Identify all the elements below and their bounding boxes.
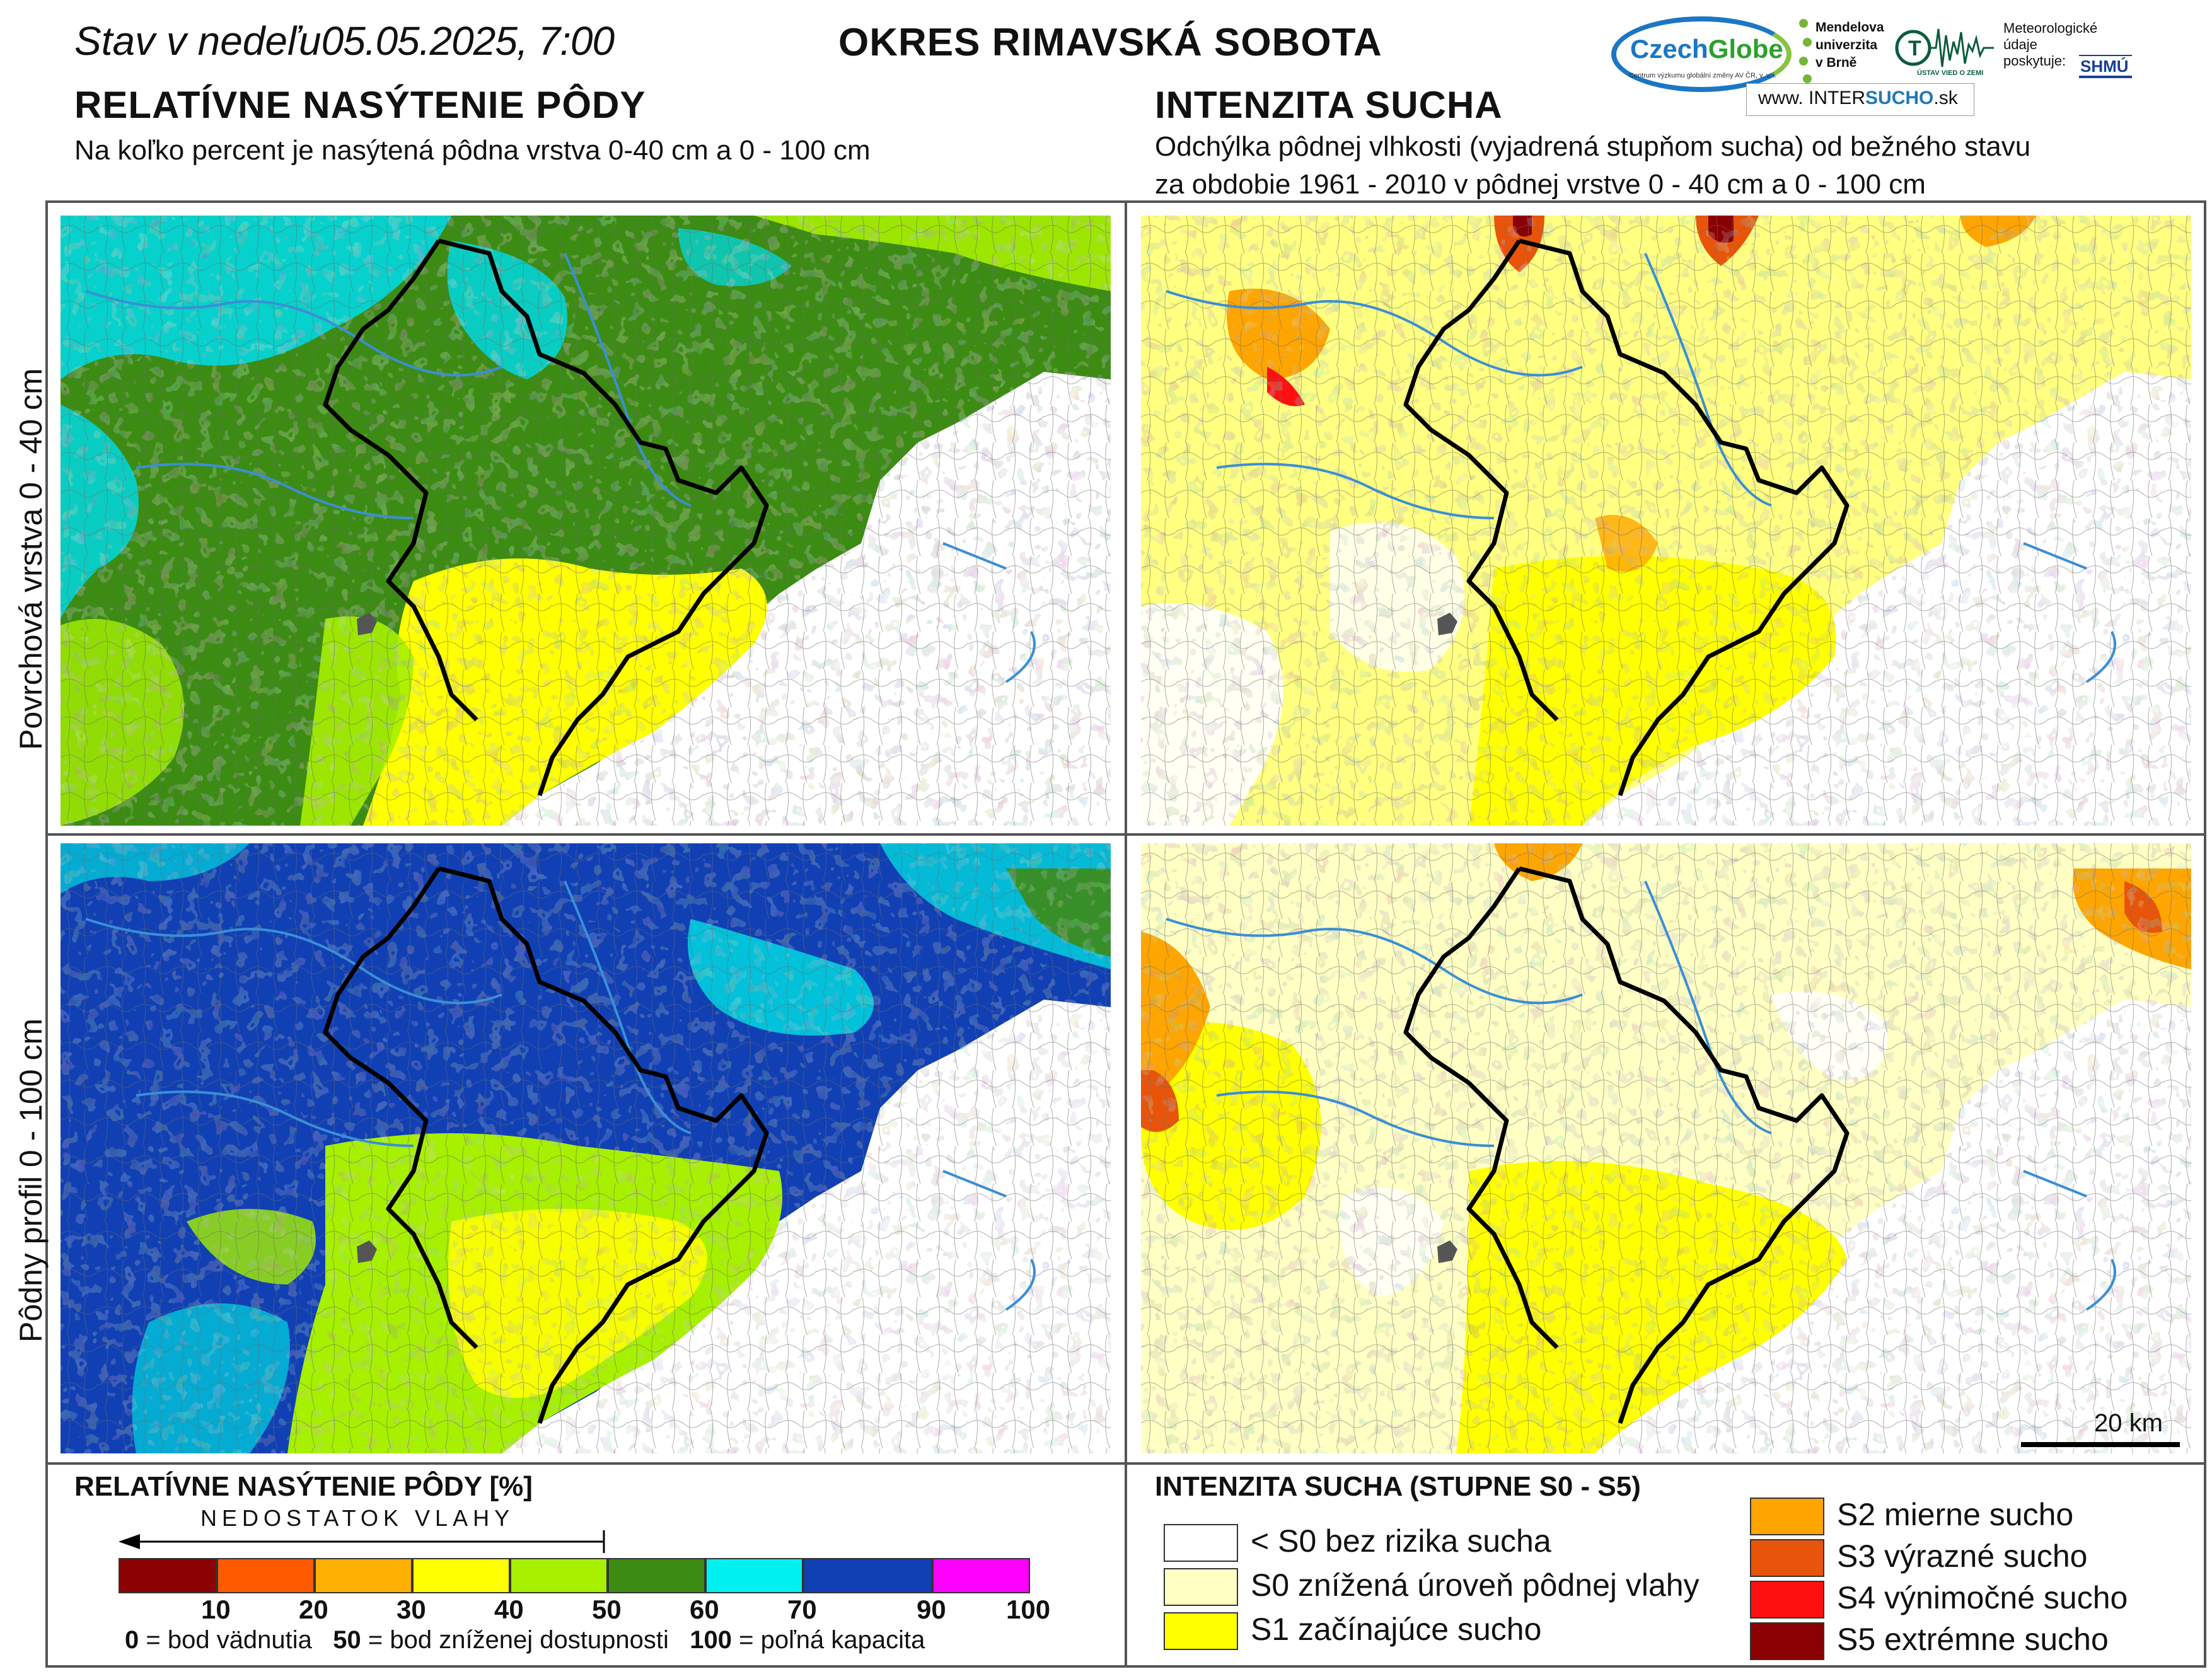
drought-legend-label: S3 výrazné sucho — [1837, 1538, 2088, 1574]
saturation-legend-title: RELATÍVNE NASÝTENIE PÔDY [%] — [74, 1471, 533, 1502]
colorbar-cell — [315, 1558, 412, 1593]
map-drought-0-100 — [1141, 843, 2191, 1453]
drought-legend-title: INTENZITA SUCHA (STUPNE S0 - S5) — [1155, 1471, 1641, 1502]
drought-legend-label: < S0 bez rizika sucha — [1251, 1523, 1551, 1559]
right-section-subtitle-2: za obdobie 1961 - 2010 v pôdnej vrstve 0… — [1155, 169, 1926, 200]
svg-text:T: T — [1908, 37, 1921, 61]
colorbar-tick-label: 30 — [397, 1595, 426, 1624]
district-title: OKRES RIMAVSKÁ SOBOTA — [838, 21, 1382, 64]
colorbar-cell — [510, 1558, 608, 1593]
drought-legend-swatch — [1164, 1524, 1238, 1562]
intersucho-logo: www. INTERSUCHO.sk — [1746, 83, 1974, 116]
colorbar-cell — [608, 1558, 705, 1593]
drought-legend-swatch — [1750, 1539, 1824, 1577]
drought-legend-swatch — [1750, 1498, 1824, 1535]
colorbar-tick-label: 40 — [494, 1595, 524, 1624]
colorbar-cell — [803, 1558, 932, 1593]
partner-logos: CzechGlobe Centrum výzkumu globální změn… — [1607, 11, 2132, 122]
right-section-title: INTENZITA SUCHA — [1155, 84, 1503, 126]
colorbar-cell — [119, 1558, 217, 1593]
drought-legend-swatch — [1750, 1622, 1824, 1660]
drought-legend-swatch — [1164, 1612, 1238, 1650]
row-label-bottom: Pôdny profil 0 - 100 cm — [13, 1018, 49, 1342]
drought-legend-label: S4 výnimočné sucho — [1837, 1580, 2128, 1615]
drought-legend-label: S1 začínajúce sucho — [1251, 1612, 1542, 1647]
colorbar-cell — [217, 1558, 315, 1593]
colorbar-tick-label: 20 — [299, 1595, 328, 1624]
map-saturation-0-40 — [61, 216, 1111, 826]
drought-legend-label: S5 extrémne sucho — [1837, 1622, 2109, 1657]
right-section-subtitle-1: Odchýlka pôdnej vlhkosti (vyjadrená stup… — [1155, 131, 2031, 162]
colorbar-tick-label: 60 — [690, 1595, 719, 1624]
legend-divider — [45, 1462, 2206, 1465]
czechglobe-logo: CzechGlobe Centrum výzkumu globální změn… — [1607, 11, 1792, 92]
colorbar-cell — [705, 1558, 803, 1593]
moisture-deficit-label: NEDOSTATOK VLAHY — [200, 1505, 515, 1531]
vertical-divider — [1125, 200, 1127, 1668]
meteo-provider-logo: Meteorologické údaje poskytuje: SHMÚ — [2003, 20, 2132, 78]
colorbar-tick-label: 90 — [917, 1595, 946, 1624]
left-section-subtitle: Na koľko percent je nasýtená pôdna vrstv… — [74, 135, 871, 166]
left-section-title: RELATÍVNE NASÝTENIE PÔDY — [74, 84, 646, 126]
map-drought-0-40 — [1141, 216, 2191, 826]
drought-legend-swatch — [1750, 1581, 1824, 1619]
colorbar-tick-label: 10 — [201, 1595, 231, 1624]
row-label-top: Povrchová vrstva 0 - 40 cm — [13, 368, 49, 750]
colorbar-cell — [412, 1558, 510, 1593]
deficit-arrow-icon — [119, 1530, 605, 1553]
date-value: 05.05.2025, 7:00 — [321, 18, 615, 64]
saturation-legend-note: 0 = bod vädnutia 50 = bod zníženej dostu… — [125, 1626, 925, 1654]
colorbar-tick-label: 70 — [787, 1595, 817, 1624]
mendel-university-logo: Mendelova univerzita v Brně — [1797, 15, 1891, 88]
drought-legend-label: S2 mierne sucho — [1837, 1497, 2074, 1532]
map-saturation-0-100 — [61, 843, 1111, 1453]
colorbar-tick-label: 100 — [1006, 1595, 1051, 1624]
scale-bar — [2021, 1442, 2180, 1447]
date-line: Stav v nedeľu05.05.2025, 7:00 — [74, 18, 615, 64]
colorbar-tick-label: 50 — [592, 1595, 622, 1624]
drought-legend-swatch — [1164, 1568, 1238, 1606]
earth-science-institute-logo: T ÚSTAV VIED O ZEMI — [1894, 16, 1998, 86]
scale-label: 20 km — [2094, 1409, 2163, 1437]
date-prefix: Stav v nedeľu — [74, 18, 321, 64]
colorbar-cell — [932, 1558, 1030, 1593]
row-divider — [45, 833, 2206, 836]
drought-legend-label: S0 znížená úroveň pôdnej vlahy — [1251, 1567, 1700, 1603]
svg-text:SHMÚ: SHMÚ — [2080, 57, 2129, 76]
